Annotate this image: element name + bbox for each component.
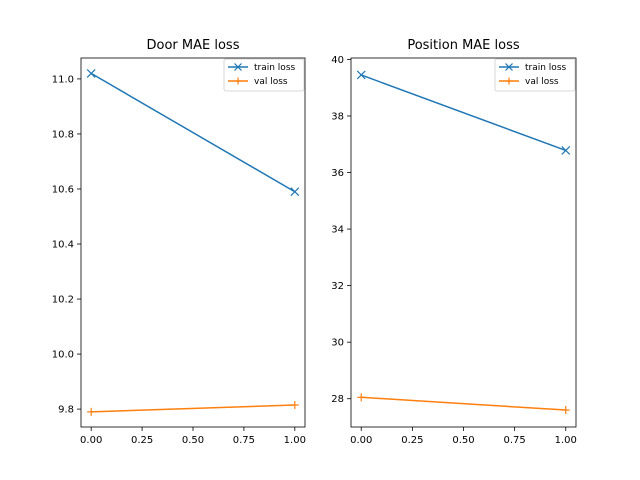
y-tick-label: 10.2 xyxy=(52,295,74,306)
legend: train loss val loss xyxy=(494,58,576,92)
chart-title: Door MAE loss xyxy=(147,38,240,53)
chart-panel-2: Position MAE loss 0.00 0.25 0.50 0.75 1.00 28 3… xyxy=(331,38,577,446)
y-tick-label: 9.8 xyxy=(58,405,74,416)
y-tick-label: 32 xyxy=(331,281,344,292)
data-point xyxy=(290,187,300,197)
legend-label: val loss xyxy=(254,77,288,87)
x-tick-label: 1.00 xyxy=(284,435,306,446)
legend-item: val loss xyxy=(499,77,559,87)
legend-label: train loss xyxy=(525,63,567,73)
data-point xyxy=(87,407,96,416)
y-tick-label: 10.8 xyxy=(52,129,74,140)
y-tick-label: 34 xyxy=(331,225,344,236)
y-tick-label: 28 xyxy=(331,394,344,405)
series-train-loss xyxy=(86,68,300,197)
data-point xyxy=(561,146,571,155)
data-point xyxy=(356,70,366,80)
chart-panel-1: Door MAE loss 0.00 0.25 0.50 0.75 1.00 9.8 10.0… xyxy=(52,38,306,446)
data-point xyxy=(290,400,299,409)
y-tick-label: 10.0 xyxy=(52,350,74,361)
data-point xyxy=(357,393,366,402)
legend: train loss val loss xyxy=(223,58,305,92)
y-tick-label: 11.0 xyxy=(52,74,74,85)
legend-marker-x xyxy=(505,63,513,71)
series-line xyxy=(360,74,567,152)
data-point xyxy=(561,406,570,415)
y-tick-label: 36 xyxy=(331,168,344,179)
series-line xyxy=(361,396,566,411)
y-tick-label: 10.6 xyxy=(52,184,74,195)
series-val-loss xyxy=(357,393,570,415)
marker-x-stroke xyxy=(356,70,366,80)
x-tick-label: 0.50 xyxy=(182,435,204,446)
x-tick-label: 0.00 xyxy=(80,435,102,446)
legend-marker-x xyxy=(234,63,242,71)
charts: Door MAE loss 0.00 0.25 0.50 0.75 1.00 9.8 10.0… xyxy=(52,38,577,446)
legend-item: train loss xyxy=(228,63,296,73)
x-tick-label: 0.75 xyxy=(504,435,526,446)
data-point xyxy=(86,68,96,78)
series-train-loss xyxy=(356,70,571,155)
series-line xyxy=(91,404,295,413)
x-tick-label: 1.00 xyxy=(555,435,577,446)
y-tick-label: 40 xyxy=(331,55,344,66)
legend-label: val loss xyxy=(525,77,559,87)
series-line xyxy=(90,72,296,193)
plot-frame xyxy=(80,57,306,428)
x-tick-label: 0.50 xyxy=(452,435,474,446)
marker-x-stroke xyxy=(561,146,571,155)
x-tick-label: 0.00 xyxy=(350,435,372,446)
y-tick-label: 10.4 xyxy=(52,240,74,251)
legend-label: train loss xyxy=(254,63,296,73)
y-tick-label: 30 xyxy=(331,338,344,349)
legend-item: train loss xyxy=(499,63,567,73)
x-tick-label: 0.25 xyxy=(401,435,423,446)
series-val-loss xyxy=(87,400,299,416)
x-tick-label: 0.25 xyxy=(131,435,153,446)
marker-x-stroke xyxy=(86,68,96,78)
legend-item: val loss xyxy=(228,77,288,87)
chart-title: Position MAE loss xyxy=(407,38,520,53)
plot-frame xyxy=(350,57,577,428)
marker-x-stroke xyxy=(290,187,300,197)
y-tick-label: 38 xyxy=(331,111,344,122)
x-tick-label: 0.75 xyxy=(233,435,255,446)
